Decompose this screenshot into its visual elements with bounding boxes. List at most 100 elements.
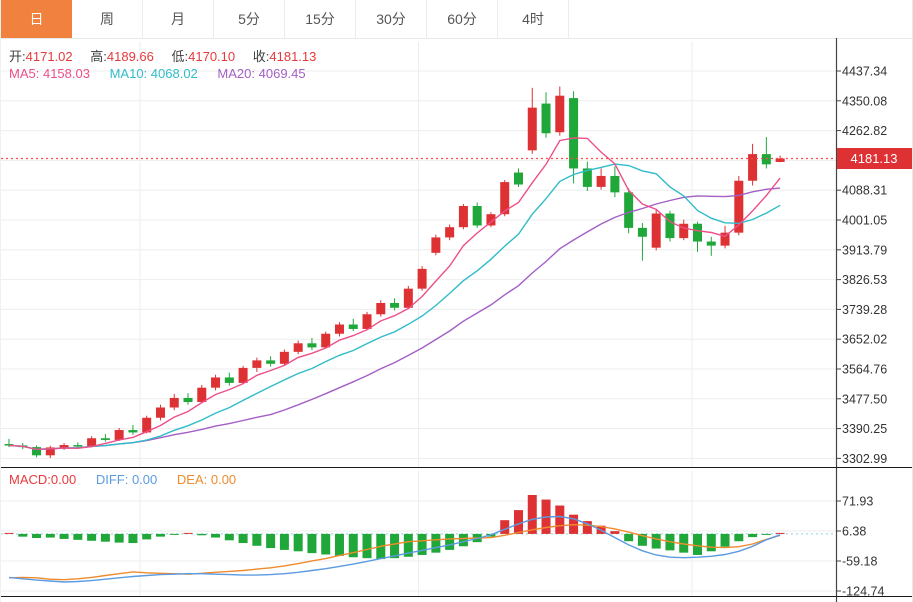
macd-hist-bar: [431, 533, 441, 553]
macd-hist-bar: [183, 532, 193, 534]
macd-hist-bar: [252, 533, 262, 546]
candle-body: [32, 447, 42, 456]
macd-hist-bar: [266, 533, 276, 549]
candle-body: [748, 154, 758, 181]
candle-body: [238, 367, 248, 383]
candle-body: [513, 172, 523, 185]
candle-body: [155, 407, 165, 418]
dea-value: DEA: 0.00: [176, 472, 237, 487]
candle-body: [431, 237, 441, 253]
candle-body: [334, 324, 344, 334]
candle-body: [252, 360, 262, 368]
candle-body: [266, 360, 276, 364]
tab-30min[interactable]: 30分: [356, 0, 427, 38]
last-price-tag-text: 4181.13: [851, 151, 898, 166]
macd-hist-bar: [734, 533, 744, 542]
tab-15min[interactable]: 15分: [285, 0, 356, 38]
macd-hist-bar: [624, 533, 634, 542]
candle-body: [59, 445, 69, 448]
y-tick-label: 3477.50: [842, 392, 887, 406]
macd-value: MACD:0.00: [9, 472, 77, 487]
ma20-value: MA20: 4069.45: [217, 66, 306, 81]
macd-hist-bar: [775, 532, 785, 534]
ma-readout: MA5: 4158.03 MA10: 4068.02 MA20: 4069.45: [9, 66, 322, 81]
candle-body: [624, 192, 634, 228]
close-value: 4181.13: [269, 49, 317, 64]
macd-hist-bar: [73, 533, 83, 540]
y-tick-label: 4437.34: [842, 65, 887, 79]
ma5-value: MA5: 4158.03: [9, 66, 90, 81]
macd-sub-chart[interactable]: 71.93 6.38 -59.18 -124.74: [1, 469, 913, 602]
candle-body: [87, 438, 97, 447]
candle-body: [693, 223, 702, 242]
candle-body: [555, 95, 565, 133]
candle-body: [390, 303, 400, 308]
candle-body: [445, 227, 455, 238]
main-kline-chart[interactable]: 4437.34 4350.08 4262.82 4088.31 4001.05 3913.…: [1, 38, 913, 469]
macd-hist-bar: [693, 533, 702, 555]
macd-hist-bar: [128, 533, 138, 544]
candle-body: [734, 180, 744, 233]
period-tabbar: 日周月 5分 15分 30分 60分 4时: [1, 0, 912, 39]
macd-hist-bar: [114, 533, 124, 543]
tab-4hour[interactable]: 4时: [498, 0, 569, 38]
macd-hist-bar: [390, 533, 400, 559]
low-label: 低:: [171, 49, 189, 64]
candle-body: [761, 154, 771, 165]
macd-hist-bar: [761, 533, 771, 535]
macd-hist-bar: [238, 533, 248, 544]
candle-body: [376, 303, 386, 315]
candle-body: [679, 223, 689, 239]
macd-hist-bar: [211, 533, 221, 538]
candle-body: [142, 417, 152, 433]
diff-value: DIFF: 0.00: [95, 472, 158, 487]
candle-body: [527, 107, 537, 151]
macd-hist-bar: [307, 533, 317, 554]
dea-line: [8, 523, 781, 581]
y-tick-label: 3302.99: [842, 452, 887, 466]
candle-body: [348, 324, 358, 329]
macd-hist-bar: [4, 532, 14, 534]
macd-hist-bar: [169, 533, 179, 535]
candle-body: [211, 377, 221, 388]
y-tick-label: 3564.76: [842, 363, 887, 377]
ma5-line: [8, 137, 781, 451]
candle-body: [4, 444, 14, 446]
bottom-border: [1, 596, 912, 597]
candle-body: [100, 438, 110, 440]
candle-body: [665, 213, 675, 239]
candle-body: [720, 232, 730, 246]
candle-body: [224, 377, 234, 383]
candle-body: [307, 343, 317, 348]
candle-body: [128, 430, 138, 433]
diff-line: [8, 515, 781, 583]
candle-body: [293, 343, 303, 352]
ma10-line: [8, 163, 781, 451]
macd-hist-bar: [527, 494, 537, 534]
y-tick-label: 4001.05: [842, 214, 887, 228]
open-value: 4171.02: [25, 49, 73, 64]
candle-body: [45, 447, 55, 456]
tab-5min[interactable]: 5分: [214, 0, 285, 38]
macd-hist-bar: [279, 533, 289, 550]
macd-hist-bar: [637, 533, 647, 546]
macd-hist-bar: [100, 533, 110, 542]
y-tick-label: 3913.79: [842, 243, 887, 257]
candle-body: [73, 445, 83, 447]
last-price-tag: [837, 147, 912, 169]
candle-body: [169, 397, 179, 408]
macd-hist-bar: [417, 533, 427, 555]
macd-hist-bar: [18, 533, 28, 537]
tab-60min[interactable]: 60分: [427, 0, 498, 38]
candle-body: [362, 314, 372, 329]
macd-hist-bar: [582, 521, 592, 534]
ma10-value: MA10: 4068.02: [109, 66, 198, 81]
y-tick-label: -124.74: [842, 585, 884, 599]
tab-week[interactable]: 周: [72, 0, 143, 38]
tab-day[interactable]: 日: [1, 0, 72, 38]
tab-month[interactable]: 月: [143, 0, 214, 38]
candle-body: [500, 182, 510, 215]
candle-body: [321, 333, 331, 348]
macd-hist-bar: [362, 533, 372, 559]
